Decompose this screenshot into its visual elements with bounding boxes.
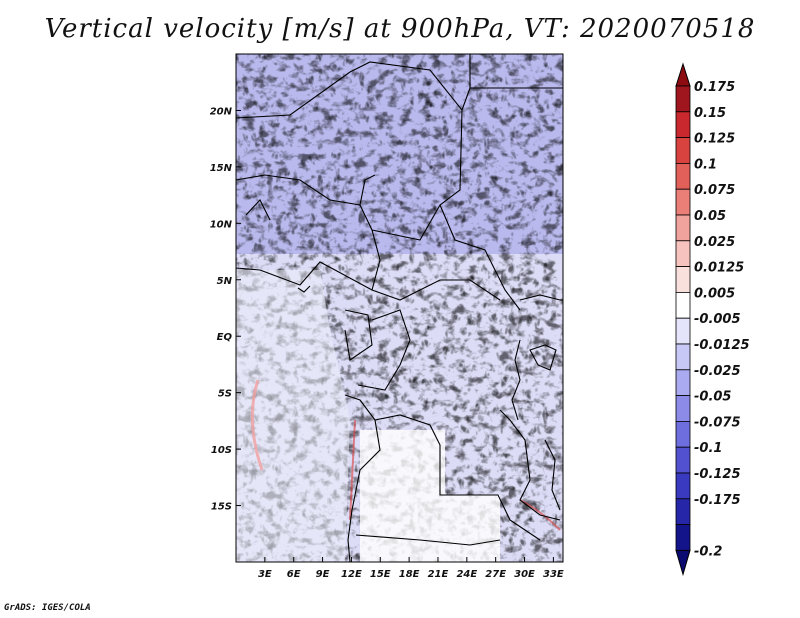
colorbar-segment (675, 343, 691, 371)
colorbar-label: -0.1 (694, 441, 722, 456)
colorbar-segment (675, 446, 691, 474)
colorbar-label: -0.0125 (694, 338, 750, 353)
map-frame (235, 53, 564, 563)
lon-tick-label: 9E (316, 569, 330, 580)
lon-tick-label: 21E (428, 569, 449, 580)
colorbar-label: -0.125 (694, 467, 741, 482)
colorbar-top-arrow (675, 62, 691, 87)
colorbar-segment (675, 85, 691, 113)
colorbar-segment (675, 240, 691, 268)
colorbar-segment (675, 317, 691, 345)
colorbar-segment (675, 472, 691, 500)
latitude-axis: 20N 15N 10N 5N EQ 5S 10S 15S (210, 106, 241, 513)
colorbar-label: 0.075 (694, 183, 735, 198)
colorbar-segment (675, 266, 691, 293)
colorbar-segment (675, 214, 691, 242)
grads-credit: GrADS: IGES/COLA (4, 603, 91, 613)
lon-tick-label: 6E (287, 569, 301, 580)
colorbar-segment (675, 524, 691, 551)
colorbar-segment (675, 137, 691, 164)
lon-tick-label: 3E (258, 569, 272, 580)
velocity-field (236, 54, 563, 562)
lat-tick-label: 15N (210, 163, 233, 174)
colorbar-segment (675, 395, 691, 422)
lon-tick-label: 24E (456, 569, 477, 580)
colorbar-bottom-arrow (675, 549, 691, 577)
lon-tick-label: 12E (341, 569, 362, 580)
colorbar-label: -0.075 (694, 415, 741, 430)
longitude-axis: 3E 6E 9E 12E 15E 18E 21E 24E 27E 30E 33E (258, 557, 564, 580)
colorbar-label: -0.025 (694, 364, 741, 379)
lon-tick-label: 33E (543, 569, 564, 580)
lat-tick-label: 5N (217, 276, 233, 287)
colorbar-segment (675, 498, 691, 525)
colorbar-label: 0.175 (694, 80, 735, 95)
lat-tick-label: 10S (211, 445, 232, 456)
colorbar-label: -0.05 (694, 390, 731, 405)
colorbar-segment (675, 291, 691, 319)
lat-tick-label: EQ (217, 332, 233, 343)
colorbar-label: -0.2 (694, 544, 722, 559)
lat-tick-label: 10N (210, 219, 233, 230)
colorbar-label: 0.0125 (694, 261, 744, 276)
lon-tick-label: 30E (514, 569, 535, 580)
colorbar-segment (675, 420, 691, 448)
colorbar-label: 0.005 (694, 286, 735, 301)
colorbar-label: -0.175 (694, 493, 741, 508)
colorbar-label: 0.05 (694, 209, 726, 224)
colorbar: 0.175 0.15 0.125 0.1 0.075 0.05 0.025 0.0125 0.0… (675, 62, 750, 577)
colorbar-segment (675, 111, 691, 139)
country-boundaries (236, 54, 563, 562)
lon-tick-label: 18E (399, 569, 420, 580)
colorbar-label: -0.005 (694, 312, 741, 327)
lon-tick-label: 27E (485, 569, 506, 580)
lat-tick-label: 5S (218, 389, 232, 400)
colorbar-label: 0.025 (694, 235, 735, 250)
lat-tick-label: 15S (211, 502, 232, 513)
colorbar-segment (675, 188, 691, 216)
lat-tick-label: 20N (210, 106, 233, 117)
colorbar-label: 0.1 (694, 157, 717, 172)
colorbar-segment (675, 369, 691, 396)
colorbar-segment (675, 162, 691, 190)
lon-tick-label: 15E (370, 569, 391, 580)
colorbar-label: 0.15 (694, 106, 726, 121)
chart-title: Vertical velocity [m/s] at 900hPa, VT: 2… (44, 14, 756, 44)
colorbar-label: 0.125 (694, 132, 735, 147)
